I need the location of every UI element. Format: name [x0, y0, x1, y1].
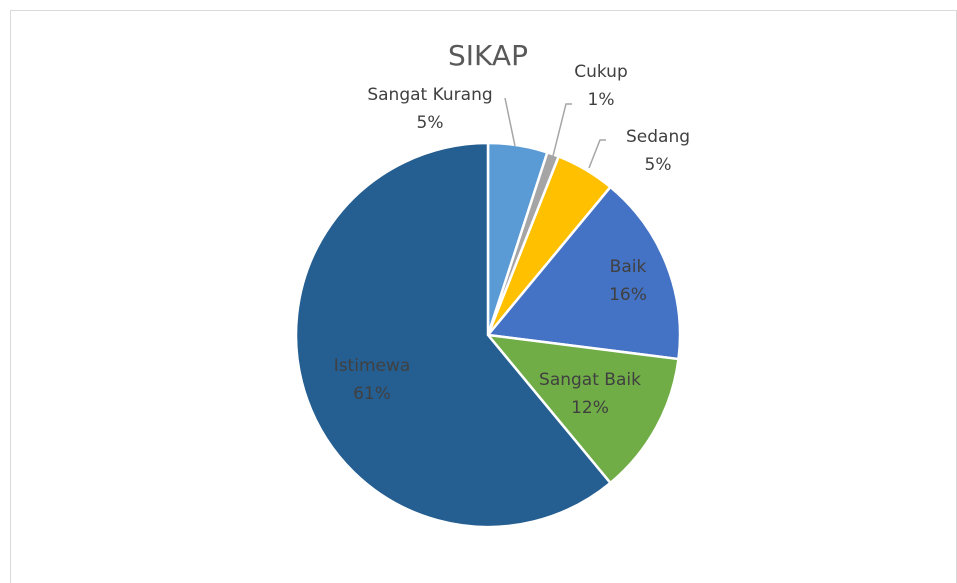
- pie-slice: [485, 185, 682, 361]
- data-label-name: Cukup: [574, 62, 628, 82]
- data-label-value: 61%: [353, 384, 391, 404]
- data-label-value: 5%: [645, 155, 672, 175]
- pie-slice: [485, 333, 680, 485]
- chart-title: SIKAP: [448, 39, 528, 72]
- leader-line: [588, 139, 606, 169]
- data-label-value: 5%: [417, 113, 444, 133]
- data-label-name: Sangat Baik: [539, 370, 641, 390]
- data-label-name: Baik: [610, 257, 647, 277]
- leader-line: [552, 103, 572, 157]
- data-label-value: 1%: [588, 90, 615, 110]
- data-label-value: 16%: [609, 285, 647, 305]
- data-label-name: Sangat Kurang: [367, 85, 492, 105]
- data-label-name: Sedang: [626, 127, 690, 147]
- data-label-value: 12%: [571, 398, 609, 418]
- pie-slice: [294, 141, 613, 529]
- data-label-name: Istimewa: [334, 356, 411, 376]
- leader-line: [504, 97, 516, 147]
